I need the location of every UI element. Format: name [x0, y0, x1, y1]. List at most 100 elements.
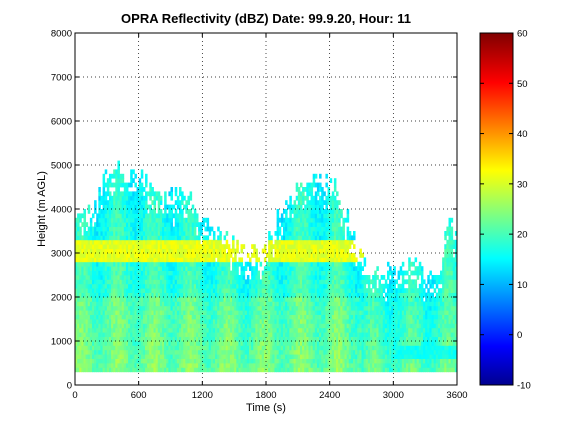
heatmap-cell [314, 314, 318, 320]
heatmap-cell [168, 275, 171, 280]
heatmap-cell [134, 261, 137, 267]
heatmap-cell [134, 319, 137, 324]
heatmap-cell [217, 323, 220, 329]
heatmap-cell [115, 354, 118, 359]
heatmap-cell [353, 305, 356, 311]
heatmap-cell [325, 319, 328, 324]
heatmap-cell [111, 195, 114, 201]
heatmap-cell [189, 195, 193, 201]
heatmap-cell [147, 332, 150, 337]
heatmap-cell [344, 239, 348, 245]
heatmap-cell [142, 248, 146, 254]
heatmap-cell [132, 327, 135, 333]
heatmap-cell [185, 297, 188, 302]
heatmap-cell [261, 358, 265, 364]
heatmap-cell [142, 332, 146, 337]
heatmap-cell [312, 178, 316, 183]
heatmap-cell [94, 367, 97, 373]
heatmap-cell [155, 226, 159, 232]
heatmap-cell [314, 204, 318, 210]
heatmap-cell [125, 187, 129, 192]
plot-area: 0 600 1200 1800 2400 3000 3600 010002000300040… [51, 29, 468, 402]
heatmap-cell [225, 266, 229, 271]
heatmap-cell [83, 261, 87, 267]
heatmap-cell [87, 209, 91, 214]
heatmap-cell [168, 244, 171, 249]
heatmap-cell [157, 279, 161, 285]
heatmap-cell [132, 222, 135, 227]
heatmap-cell [166, 226, 169, 232]
heatmap-cell [323, 261, 326, 267]
heatmap-cell [100, 332, 103, 337]
heatmap-cell [310, 336, 314, 342]
heatmap-cell [348, 270, 352, 276]
heatmap-cell [155, 231, 159, 236]
heatmap-cell [138, 213, 142, 219]
heatmap-cell [327, 323, 331, 329]
heatmap-cell [306, 275, 309, 280]
heatmap-cell [128, 363, 131, 368]
heatmap-cell [297, 363, 301, 368]
heatmap-cell [291, 301, 294, 307]
heatmap-cell [255, 292, 258, 298]
heatmap-cell [162, 279, 165, 285]
heatmap-cell [223, 354, 227, 359]
heatmap-cell [195, 292, 199, 298]
heatmap-cell [191, 231, 195, 236]
heatmap-cell [299, 204, 303, 210]
heatmap-cell [119, 341, 123, 346]
heatmap-cell [280, 292, 284, 298]
heatmap-cell [263, 336, 267, 342]
heatmap-cell [234, 327, 237, 333]
heatmap-cell [287, 253, 290, 258]
heatmap-cell [340, 270, 343, 276]
heatmap-cell [268, 244, 271, 249]
heatmap-cell [208, 297, 212, 302]
heatmap-cell [238, 257, 241, 263]
heatmap-cell [176, 253, 180, 258]
heatmap-cell [98, 248, 101, 254]
heatmap-cell [297, 288, 301, 293]
heatmap-cell [263, 341, 267, 346]
heatmap-cell [312, 292, 316, 298]
heatmap-cell [299, 354, 303, 359]
heatmap-cell [115, 358, 118, 364]
heatmap-cell [108, 213, 112, 219]
heatmap-cell [189, 301, 193, 307]
heatmap-cell [359, 367, 362, 373]
heatmap-cell [253, 248, 256, 254]
heatmap-cell [136, 191, 140, 197]
heatmap-cell [350, 257, 354, 263]
heatmap-cell [276, 279, 280, 285]
heatmap-cell [304, 283, 307, 289]
heatmap-cell [198, 279, 201, 285]
heatmap-cell [172, 305, 176, 311]
heatmap-cell [178, 354, 182, 359]
heatmap-cell [249, 305, 252, 311]
heatmap-cell [206, 319, 210, 324]
heatmap-cell [251, 266, 254, 271]
heatmap-cell [266, 349, 269, 355]
heatmap-cell [195, 327, 199, 333]
heatmap-cell [285, 200, 288, 205]
heatmap-cell [276, 349, 280, 355]
heatmap-cell [198, 305, 201, 311]
heatmap-cell [276, 270, 280, 276]
heatmap-cell [153, 217, 157, 223]
heatmap-cell [200, 257, 203, 263]
heatmap-cell [236, 292, 239, 298]
heatmap-cell [172, 204, 176, 210]
heatmap-cell [331, 239, 335, 245]
heatmap-cell [210, 327, 214, 333]
heatmap-cell [178, 222, 182, 227]
heatmap-cell [125, 191, 129, 197]
heatmap-cell [96, 266, 99, 271]
heatmap-cell [293, 305, 297, 311]
heatmap-cell [198, 332, 201, 337]
heatmap-cell [304, 314, 307, 320]
heatmap-cell [106, 279, 110, 285]
heatmap-cell [119, 231, 123, 236]
heatmap-cell [221, 319, 224, 324]
heatmap-cell [310, 257, 314, 263]
heatmap-cell [367, 283, 371, 289]
